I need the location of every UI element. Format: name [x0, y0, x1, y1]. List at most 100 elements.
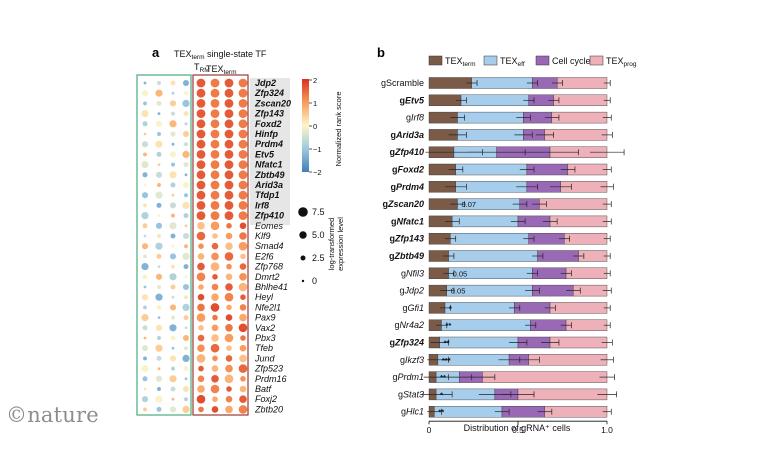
- dot-foxd2-1: [142, 121, 148, 127]
- dot-zscan20-4: [182, 99, 190, 107]
- bar-gzscan20-series-4: [539, 198, 608, 210]
- dot-zfp768-5: [197, 262, 205, 271]
- category-label-gprdm4: gPrdm4: [390, 182, 424, 192]
- bar-gzbtb49-series-2: [448, 250, 538, 262]
- dot-nfatc1-1: [141, 161, 149, 169]
- category-label-gikzf3: gIkzf3: [400, 355, 424, 365]
- gene-label-foxj2: Foxj2: [255, 394, 277, 404]
- dot-tfeb-8: [239, 344, 247, 352]
- dot-nfe2l1-6: [210, 303, 220, 312]
- dot-irf8-2: [156, 202, 162, 208]
- dot-zscan20-8: [238, 99, 248, 108]
- dot-etv5-4: [182, 150, 190, 158]
- dot-bhlhe41-7: [225, 283, 233, 291]
- dot-tfdp1-7: [224, 190, 234, 200]
- dot-dmrt2-1: [142, 274, 148, 280]
- dot-foxd2-6: [210, 119, 220, 129]
- dot-bhlhe41-3: [170, 284, 176, 290]
- tex-term-box: [192, 74, 249, 416]
- dot-dmrt2-2: [155, 273, 163, 280]
- dot-nfatc1-4: [183, 162, 189, 168]
- dot-nfatc1-5: [196, 160, 206, 170]
- panel-a-title-main: TEX: [174, 49, 192, 59]
- panel-b-letter: b: [377, 45, 385, 60]
- panel-a-title: TEXterm single-state TF: [174, 49, 267, 61]
- significance-label: 0.05: [453, 269, 468, 278]
- dot-klf9-3: [170, 233, 176, 239]
- dot-dmrt2-5: [196, 272, 206, 282]
- dot-tfdp1-8: [238, 190, 248, 200]
- dot-zfp410-5: [196, 211, 206, 221]
- bar-gprdm1-series-4: [482, 371, 608, 383]
- gene-labels: Jdp2Zfp324Zscan20Zfp143Foxd2HinfpPrdm4Et…: [254, 78, 291, 414]
- dot-irf8-3: [169, 202, 177, 209]
- gene-label-pax9: Pax9: [255, 313, 276, 323]
- dot-zbtb49-4: [184, 173, 188, 177]
- dot-zfp143-8: [238, 109, 248, 118]
- category-label-ggfi1: gGfi1: [402, 303, 424, 313]
- dot-eomes-2: [155, 222, 163, 229]
- dot-zfp523-8: [238, 364, 248, 373]
- dot-nfatc1-8: [238, 160, 248, 170]
- dot-pbx3-6: [211, 334, 219, 342]
- dot-zfp143-5: [196, 109, 206, 118]
- dot-zbtb49-5: [196, 170, 206, 180]
- dot-tfdp1-1: [141, 192, 149, 199]
- x-tick-label: 1.0: [601, 425, 613, 435]
- dot-klf9-5: [196, 231, 206, 241]
- dot-bhlhe41-1: [143, 285, 147, 289]
- dot-vax2-4: [184, 326, 188, 330]
- panel-a: a TEXterm single-state TF TRM TEXterm Jd…: [136, 45, 345, 416]
- dot-zfp523-5: [198, 365, 204, 372]
- dot-smad4-8: [238, 241, 248, 251]
- dot-arid3a-7: [224, 180, 234, 190]
- dot-prdm16-5: [197, 375, 205, 383]
- dot-zfp410-8: [238, 211, 248, 221]
- dot-heyl-7: [224, 292, 234, 302]
- significance-label: ***: [442, 356, 451, 365]
- nature-watermark: ©nature: [6, 403, 99, 427]
- significance-label: **: [444, 339, 450, 348]
- dot-eomes-6: [210, 221, 220, 231]
- gene-label-hinfp: Hinfp: [255, 129, 278, 139]
- dot-klf9-7: [225, 232, 233, 240]
- dot-prdm4-4: [184, 142, 188, 147]
- size-legend-dot: [300, 255, 306, 261]
- dot-jdp2-3: [170, 80, 176, 86]
- dot-nfe2l1-3: [169, 304, 177, 311]
- dot-eomes-3: [169, 222, 177, 230]
- dot-zscan20-3: [169, 100, 177, 107]
- gene-label-etv5: Etv5: [255, 149, 275, 159]
- size-legend: 7.5 5.0 2.5 0: [298, 207, 325, 286]
- dot-etv5-7: [224, 150, 234, 159]
- dot-etv5-2: [156, 151, 162, 157]
- dot-hinfp-1: [143, 132, 147, 136]
- dot-tfdp1-4: [184, 193, 188, 198]
- dot-zbtb49-2: [155, 171, 163, 178]
- panel-a-letter: a: [152, 45, 160, 60]
- dot-arid3a-6: [210, 180, 220, 190]
- bar-garid3a-series-4: [544, 129, 608, 141]
- size-legend-label: 2.5: [312, 253, 325, 263]
- gene-label-nfatc1: Nfatc1: [255, 160, 283, 170]
- dot-dmrt2-7: [225, 273, 233, 281]
- gene-label-prdm4: Prdm4: [255, 139, 283, 149]
- gene-label-vax2: Vax2: [255, 323, 275, 333]
- dot-smad4-4: [184, 244, 188, 249]
- dot-pbx3-5: [197, 334, 205, 342]
- dot-nfe2l1-8: [239, 304, 247, 311]
- dot-nfe2l1-4: [182, 303, 190, 311]
- dot-foxj2-5: [196, 394, 206, 404]
- gene-label-tfdp1: Tfdp1: [255, 190, 280, 200]
- dot-jund-1: [143, 356, 147, 361]
- dot-foxd2-8: [238, 119, 248, 129]
- dot-zfp143-6: [210, 109, 220, 118]
- dot-jund-4: [182, 354, 190, 362]
- bar-gnr4a2-series-4: [565, 319, 608, 331]
- gene-label-heyl: Heyl: [255, 292, 274, 302]
- dot-heyl-5: [197, 293, 205, 301]
- legend-swatch-4: [589, 55, 604, 66]
- dot-foxd2-2: [155, 120, 163, 127]
- dot-jdp2-2: [157, 81, 161, 85]
- dot-pbx3-4: [182, 334, 190, 342]
